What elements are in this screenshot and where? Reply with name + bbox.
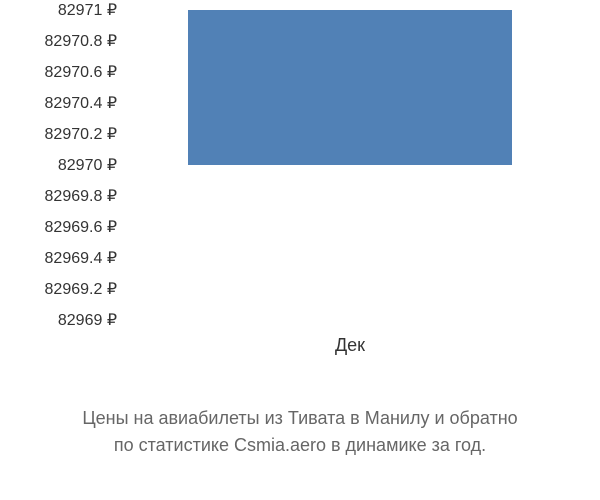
chart-area: 82971 ₽ 82970.8 ₽ 82970.6 ₽ 82970.4 ₽ 82970.…: [0, 0, 600, 380]
y-tick-label: 82971 ₽: [58, 0, 117, 20]
chart-caption: Цены на авиабилеты из Тивата в Манилу и …: [0, 405, 600, 459]
y-tick-label: 82970.2 ₽: [45, 124, 117, 144]
caption-line-2: по статистике Csmia.aero в динамике за г…: [114, 435, 486, 455]
y-tick-label: 82969.8 ₽: [45, 186, 117, 206]
bar: [188, 10, 512, 165]
y-axis: 82971 ₽ 82970.8 ₽ 82970.6 ₽ 82970.4 ₽ 82970.…: [0, 0, 125, 330]
plot-area: [125, 10, 575, 320]
x-tick-label: Дек: [335, 335, 365, 356]
y-tick-label: 82970 ₽: [58, 155, 117, 175]
y-tick-label: 82969 ₽: [58, 310, 117, 330]
caption-line-1: Цены на авиабилеты из Тивата в Манилу и …: [82, 408, 517, 428]
y-tick-label: 82969.4 ₽: [45, 248, 117, 268]
y-tick-label: 82969.2 ₽: [45, 279, 117, 299]
y-tick-label: 82970.8 ₽: [45, 31, 117, 51]
y-tick-label: 82969.6 ₽: [45, 217, 117, 237]
y-tick-label: 82970.6 ₽: [45, 62, 117, 82]
y-tick-label: 82970.4 ₽: [45, 93, 117, 113]
